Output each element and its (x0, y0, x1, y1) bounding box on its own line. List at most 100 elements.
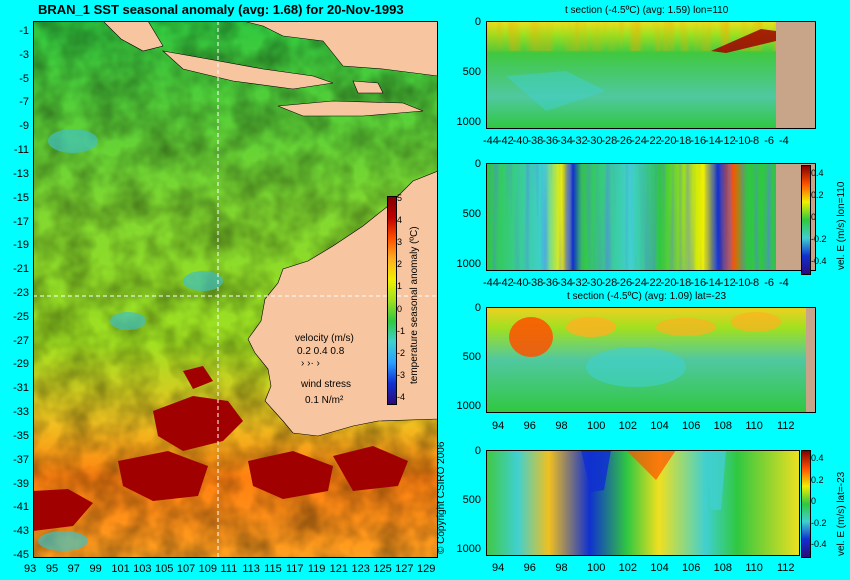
svg-text:› ›· ›: › ›· › (301, 358, 320, 369)
tick-label: -29 (13, 358, 29, 371)
tick-label: 0 (474, 16, 481, 28)
tick-label: -22 (645, 135, 662, 147)
tick-label: 0.4 (811, 453, 824, 463)
tick-label: -4 (779, 135, 789, 147)
tick-label: -2 (397, 347, 406, 358)
tick-label: 500 (462, 208, 481, 220)
tick-label: 4 (397, 215, 403, 226)
section3-plot[interactable] (486, 307, 816, 413)
tick-label: -33 (13, 406, 29, 419)
tick-label: 0 (474, 158, 481, 170)
warm-anomaly-patches (33, 366, 408, 531)
tick-label: -8 (749, 277, 760, 289)
tick-label: -20 (660, 135, 677, 147)
section4-plot[interactable] (486, 450, 800, 556)
tick-label: -6 (764, 277, 774, 289)
tick-label: 1000 (456, 116, 481, 128)
tick-label: 123 (351, 563, 370, 575)
tick-label: 97 (67, 563, 80, 575)
tick-label: 112 (777, 562, 795, 574)
tick-label: 108 (713, 562, 733, 574)
tick-label: 0 (474, 445, 481, 457)
tick-label: -42 (497, 277, 514, 289)
section3-y-ticks: 0 500 1000 (446, 302, 484, 413)
tick-label: 0 (397, 303, 403, 314)
tick-label: -16 (690, 277, 707, 289)
svg-text:0.2 0.4 0.8: 0.2 0.4 0.8 (297, 346, 345, 357)
tick-label: -31 (13, 382, 29, 395)
land-indonesia (102, 21, 438, 117)
tick-label: -10 (734, 135, 751, 147)
tick-label: 105 (155, 563, 174, 575)
cool-patches (38, 129, 223, 551)
sst-map[interactable]: velocity (m/s) 0.2 0.4 0.8 › ›· › wind s… (33, 21, 438, 558)
tick-label: 99 (89, 563, 102, 575)
tick-label: -42 (497, 135, 514, 147)
section1-y-ticks: 0 500 1000 (446, 16, 484, 129)
tick-label: 101 (111, 563, 130, 575)
tick-label: -35 (13, 429, 29, 442)
tick-label: 0.2 (811, 190, 824, 200)
tick-label: -0.4 (811, 539, 827, 549)
section3-x-ticks: 94 96 98 100 102 104 106 108 110 112 (486, 420, 816, 434)
map-colorbar (387, 196, 397, 405)
tick-label: 500 (462, 494, 481, 506)
section1-land (776, 21, 816, 129)
svg-text:velocity (m/s): velocity (m/s) (295, 333, 354, 344)
section1-plot[interactable] (486, 21, 816, 129)
tick-label: -15 (13, 191, 29, 204)
tick-label: -21 (13, 263, 29, 276)
tick-label: -40 (512, 277, 529, 289)
tick-label: 0 (811, 212, 817, 222)
section2-plot[interactable] (486, 163, 816, 271)
tick-label: 112 (777, 420, 795, 432)
tick-label: -12 (719, 135, 736, 147)
tick-label: -43 (13, 525, 29, 538)
tick-label: 103 (133, 563, 152, 575)
tick-label: -14 (705, 277, 721, 289)
tick-label: 102 (618, 420, 638, 432)
tick-label: -24 (631, 135, 647, 147)
tick-label: -6 (764, 135, 774, 147)
tick-label: 1 (397, 281, 403, 292)
section4-colorbar-label: vel. E (m/s) lat=-23 (836, 471, 847, 556)
map-title: BRAN_1 SST seasonal anomaly (avg: 1.68) … (38, 2, 404, 17)
tick-label: -10 (734, 277, 751, 289)
tick-label: -36 (542, 135, 559, 147)
tick-label: 2 (397, 259, 403, 270)
tick-label: -13 (13, 167, 29, 180)
tick-label: -4 (397, 392, 406, 402)
tick-label: -1 (397, 325, 406, 336)
tick-label: -22 (645, 277, 662, 289)
tick-label: 94 (492, 420, 505, 432)
tick-label: -1 (19, 25, 29, 37)
tick-label: -11 (13, 144, 29, 157)
tick-label: 110 (745, 562, 763, 574)
tick-label: -26 (616, 277, 633, 289)
tick-label: -24 (631, 277, 647, 289)
section2-y-ticks: 0 500 1000 (446, 158, 484, 271)
section2-x-ticks: -44 -42 -40 -38 -36 -34 -32 -30 -28 -26 -24 -22 -20-… (483, 277, 789, 291)
tick-label: -44 (483, 277, 499, 289)
tick-label: -37 (13, 453, 29, 466)
tick-label: -44 (483, 135, 499, 147)
tick-label: 111 (220, 563, 238, 575)
tick-label: -5 (19, 72, 29, 85)
tick-label: -28 (601, 277, 618, 289)
tick-label: 109 (198, 563, 218, 575)
tick-label: -23 (13, 287, 29, 299)
section1-x-ticks: -44 -42 -40 -38 -36 -34 -32 -30 -28 -26 -24 -22 -20-… (483, 135, 789, 149)
tick-label: -12 (719, 277, 736, 289)
map-colorbar-label: temperature seasonal anomaly (ºC) (409, 226, 420, 384)
tick-label: -3 (19, 48, 29, 61)
tick-label: -7 (19, 96, 29, 109)
tick-label: 106 (682, 420, 701, 432)
tick-label: 1000 (456, 400, 481, 412)
tick-label: 127 (395, 563, 414, 575)
tick-label: -34 (557, 277, 573, 289)
tick-label: -16 (690, 135, 707, 147)
tick-label: -30 (586, 277, 603, 289)
svg-text:0.1 N/m²: 0.1 N/m² (305, 395, 344, 406)
tick-label: -8 (749, 135, 760, 147)
tick-label: 107 (176, 563, 196, 575)
